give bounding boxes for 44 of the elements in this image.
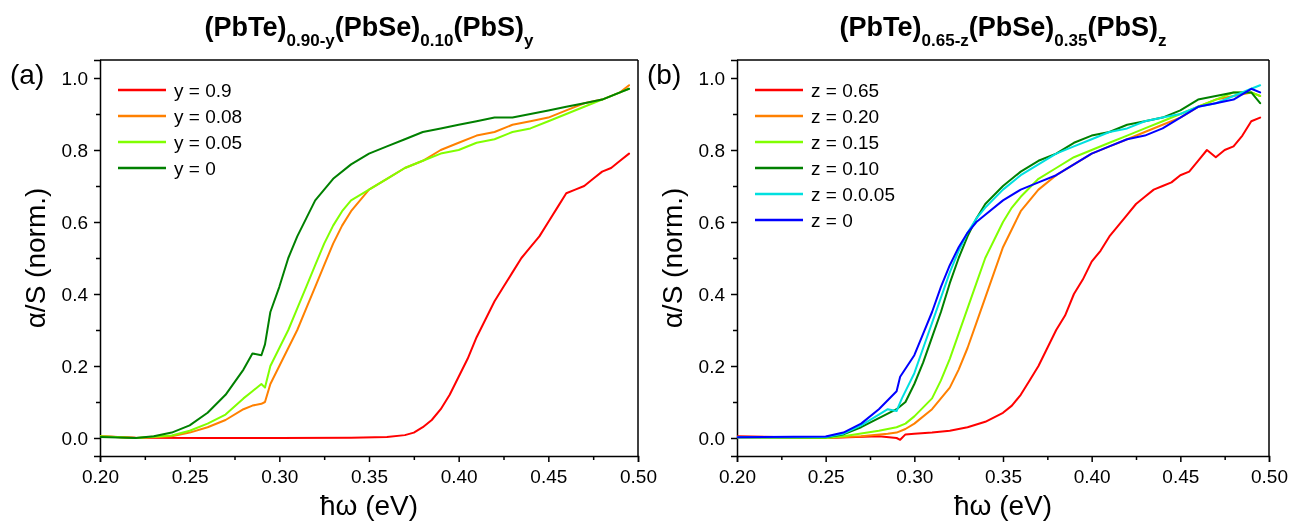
y-tick-label: 0.6 bbox=[698, 211, 725, 233]
x-tick-label: 0.20 bbox=[719, 466, 756, 488]
x-tick-label: 0.25 bbox=[807, 466, 845, 488]
legend-label: y = 0.08 bbox=[174, 106, 243, 127]
x-tick-label: 0.25 bbox=[171, 466, 209, 488]
x-tick-label: 0.30 bbox=[896, 466, 934, 488]
legend-label: y = 0.9 bbox=[174, 80, 232, 101]
x-tick-label: 0.20 bbox=[82, 466, 119, 488]
x-tick-label: 0.35 bbox=[351, 466, 388, 488]
chart-title: (PbTe)$_{0.90-y}$(PbSe)$_{0.10}$(PbS)$_{y}$ bbox=[204, 12, 534, 50]
y-axis-title: α/S (norm.) bbox=[657, 187, 688, 329]
x-axis-title: ħω (eV) bbox=[953, 490, 1053, 521]
text: (b) bbox=[647, 59, 682, 90]
text: (a) bbox=[10, 59, 45, 90]
x-axis-title: ħω (eV) bbox=[319, 490, 419, 521]
y-tick-label: 0.4 bbox=[61, 283, 89, 305]
x-tick-label: 0.50 bbox=[1251, 466, 1288, 488]
legend-label: z = 0.20 bbox=[811, 106, 880, 127]
y-tick-label: 0.0 bbox=[61, 427, 88, 449]
y-tick-label: 1.0 bbox=[61, 67, 88, 89]
y-tick-label: 1.0 bbox=[698, 67, 725, 89]
x-tick-label: 0.35 bbox=[985, 466, 1022, 488]
x-tick-label: 0.45 bbox=[1162, 466, 1200, 488]
y-tick-label: 0.4 bbox=[698, 283, 726, 305]
legend-label: z = 0.65 bbox=[811, 80, 880, 101]
x-tick-label: 0.45 bbox=[530, 466, 568, 488]
legend-label: y = 0.05 bbox=[174, 132, 243, 153]
y-tick-label: 0.0 bbox=[698, 427, 725, 449]
y-tick-label: 0.8 bbox=[698, 139, 725, 161]
legend-label: z = 0.10 bbox=[811, 158, 880, 179]
y-tick-label: 0.2 bbox=[698, 355, 725, 377]
x-tick-label: 0.40 bbox=[440, 466, 478, 488]
x-tick-label: 0.30 bbox=[261, 466, 299, 488]
y-axis-title: α/S (norm.) bbox=[20, 187, 51, 329]
y-tick-label: 0.2 bbox=[61, 355, 88, 377]
x-tick-label: 0.50 bbox=[620, 466, 657, 488]
y-tick-label: 0.6 bbox=[61, 211, 88, 233]
legend-label: y = 0 bbox=[174, 158, 216, 179]
legend-label: z = 0.15 bbox=[811, 132, 880, 153]
chart-title: (PbTe)$_{0.65-z}$(PbSe)$_{0.35}$(PbS)$_{z}$ bbox=[839, 12, 1167, 50]
legend-label: z = 0 bbox=[811, 210, 853, 231]
x-tick-label: 0.40 bbox=[1073, 466, 1111, 488]
legend-label: z = 0.0.05 bbox=[811, 184, 895, 205]
y-tick-label: 0.8 bbox=[61, 139, 88, 161]
